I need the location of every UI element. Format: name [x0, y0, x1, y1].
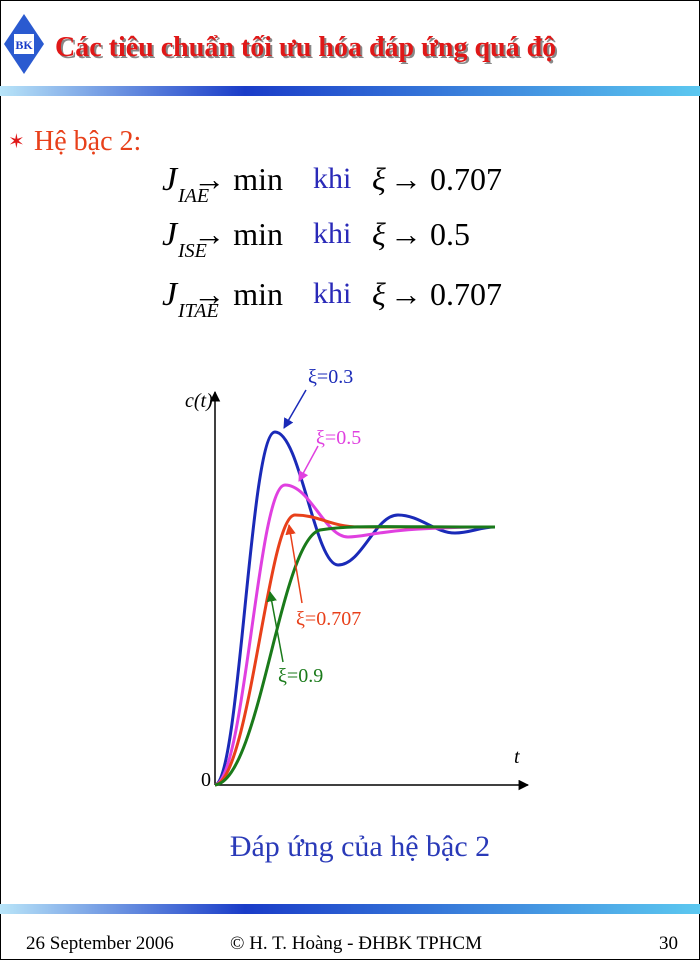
arrow [298, 445, 319, 482]
slide-title: Các tiêu chuẩn tối ưu hóa đáp ứng quá độ [55, 32, 556, 63]
eq-subscript: IAE [177, 185, 209, 207]
arrow [266, 590, 284, 663]
footer-author: © H. T. Hoàng - ĐHBK TPHCM [230, 933, 482, 954]
logo: BK [4, 14, 44, 74]
title-shadow: Các tiêu chuẩn tối ưu hóa đáp ứng quá độ [57, 34, 558, 65]
eq-variable: ξ [372, 161, 386, 197]
curve [214, 525, 496, 787]
footer-date: 26 September 2006 [26, 933, 174, 954]
eq-subscript: ISE [177, 240, 207, 262]
footer-bar [0, 904, 700, 914]
eq-target: → min [193, 276, 283, 312]
arrow [285, 523, 303, 604]
eq-limit: → 0.5 [390, 216, 470, 252]
curve-label: ξ=0.707 [296, 608, 361, 630]
logo-text: BK [15, 38, 33, 52]
eq-target: → min [193, 216, 283, 252]
arrow [283, 389, 307, 429]
eq-symbol: J [162, 276, 179, 313]
eq-subscript: ITAE [177, 300, 219, 322]
bullet-text: Hệ bậc 2: [34, 126, 141, 157]
y-axis-label: c(t) [185, 390, 213, 412]
eq-symbol: J [162, 216, 179, 253]
eq-variable: ξ [372, 276, 386, 312]
curve [214, 513, 495, 787]
curve-label: ξ=0.5 [316, 427, 361, 449]
figure-caption: Đáp ứng của hệ bậc 2 [230, 830, 490, 863]
eq-condition: khi [313, 277, 351, 310]
bullet-symbol: ✶ [8, 131, 25, 153]
eq-limit: → 0.707 [390, 276, 502, 312]
curve [214, 430, 496, 787]
curve-label: ξ=0.3 [308, 366, 353, 388]
curve [214, 483, 496, 787]
page-number: 30 [659, 933, 678, 954]
eq-symbol: J [162, 161, 179, 198]
eq-condition: khi [313, 162, 351, 195]
header-bar [0, 86, 700, 96]
curve-label: ξ=0.9 [278, 665, 323, 687]
figure [209, 389, 530, 791]
eq-target: → min [193, 161, 283, 197]
eq-variable: ξ [372, 216, 386, 252]
x-axis-label: t [514, 746, 520, 768]
eq-limit: → 0.707 [390, 161, 502, 197]
origin-label: 0 [201, 769, 211, 791]
eq-condition: khi [313, 217, 351, 250]
